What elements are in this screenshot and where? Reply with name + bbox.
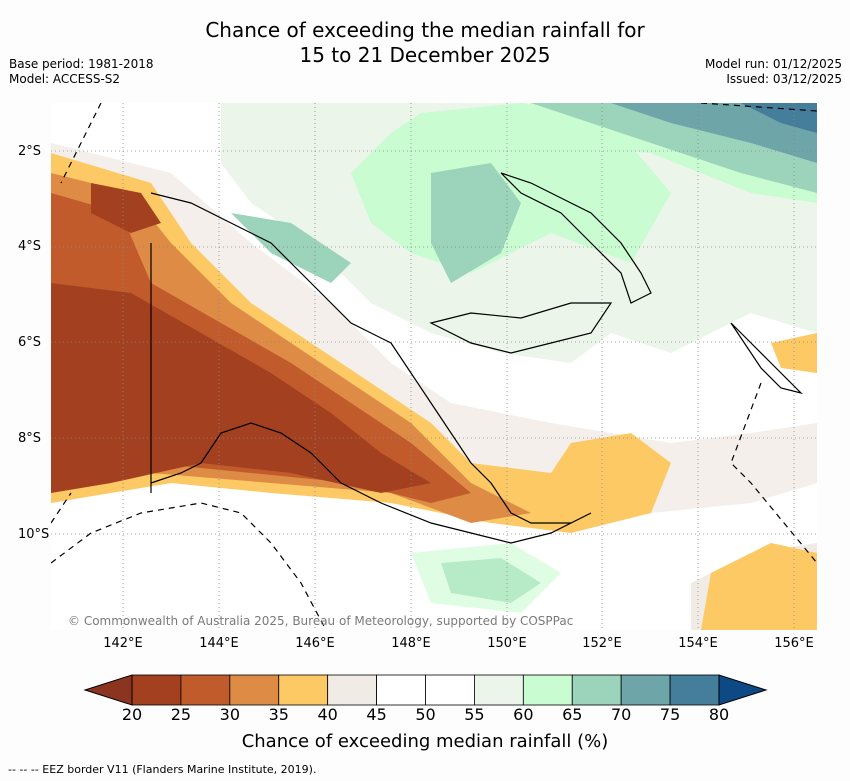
colorbar-tick-label: 65	[562, 705, 583, 724]
colorbar-tick-label: 30	[219, 705, 241, 724]
colorbar-swatch	[278, 674, 329, 706]
colorbar-swatch	[376, 674, 426, 706]
colorbar-tick-label: 60	[513, 705, 534, 724]
eez-borders	[51, 103, 817, 630]
rainfall-map	[51, 103, 817, 630]
lon-label-144e: 144°E	[199, 636, 239, 651]
zone-35-40-east	[771, 333, 817, 373]
zone-65-70-central	[431, 163, 521, 283]
colorbar-tick-label: 80	[708, 705, 730, 724]
zone-35-40-southeast	[701, 543, 817, 630]
lat-label-8s: 8°S	[18, 431, 42, 446]
colorbar-swatch	[571, 674, 622, 706]
zone-75-80	[741, 103, 817, 133]
colorbar-swatch	[180, 674, 231, 706]
base-period: Base period: 1981-2018	[9, 57, 154, 71]
colorbar-swatch	[131, 674, 182, 706]
colorbar-arrow-high	[718, 674, 768, 706]
colorbar-tick-label: 55	[464, 705, 485, 724]
colorbar-segments	[131, 674, 720, 706]
title-line-1: Chance of exceeding the median rainfall …	[205, 18, 645, 42]
lon-label-142e: 142°E	[103, 636, 143, 651]
coastlines	[150, 172, 803, 544]
colorbar-swatch	[229, 674, 280, 706]
map-credit: © Commonwealth of Australia 2025, Bureau…	[68, 614, 574, 628]
lon-label-152e: 152°E	[582, 636, 622, 651]
colorbar-tick-label: 25	[170, 705, 192, 724]
chart-title: Chance of exceeding the median rainfall …	[0, 18, 850, 68]
colorbar-tick-label: 70	[610, 705, 632, 724]
colorbar-tick-label: 20	[121, 705, 143, 724]
colorbar-swatch	[474, 674, 524, 706]
title-line-2: 15 to 21 December 2025	[299, 43, 551, 67]
colorbar-swatch	[669, 674, 720, 706]
zone-20-25	[51, 283, 431, 493]
colorbar-tick-label: 50	[415, 705, 436, 724]
issued-date: Issued: 03/12/2025	[726, 72, 842, 86]
zone-65-70-west	[231, 213, 351, 283]
colorbar-swatch	[327, 674, 377, 706]
zone-20-25-north	[91, 183, 161, 233]
eez-legend: -- -- -- EEZ border V11 (Flanders Marine…	[8, 763, 317, 776]
zone-60-65-south	[411, 543, 561, 613]
model-name: Model: ACCESS-S2	[9, 72, 121, 86]
colorbar-swatch	[425, 674, 475, 706]
colorbar-tick-label: 40	[317, 705, 338, 724]
lon-label-146e: 146°E	[295, 636, 335, 651]
model-run: Model run: 01/12/2025	[704, 57, 842, 71]
meta-right: Model run: 01/12/2025 Issued: 03/12/2025	[705, 57, 842, 87]
colorbar-tick-label: 75	[659, 705, 681, 724]
lat-label-10s: 10°S	[18, 527, 50, 542]
lon-label-150e: 150°E	[487, 636, 527, 651]
lon-label-154e: 154°E	[678, 636, 718, 651]
map-svg	[51, 103, 817, 630]
colorbar-arrow-low	[83, 674, 133, 706]
lat-label-6s: 6°S	[18, 335, 42, 350]
lat-label-2s: 2°S	[18, 144, 42, 159]
lon-label-156e: 156°E	[774, 636, 814, 651]
colorbar-tick-label: 35	[268, 705, 289, 724]
colorbar-tick-label: 45	[366, 705, 387, 724]
colorbar-swatch	[620, 674, 671, 706]
colorbar-label: Chance of exceeding median rainfall (%)	[241, 731, 609, 752]
zone-70-75	[611, 103, 817, 163]
meta-left: Base period: 1981-2018 Model: ACCESS-S2	[9, 57, 154, 87]
colorbar-swatch	[522, 674, 573, 706]
lat-label-4s: 4°S	[18, 239, 42, 254]
lon-label-148e: 148°E	[391, 636, 431, 651]
